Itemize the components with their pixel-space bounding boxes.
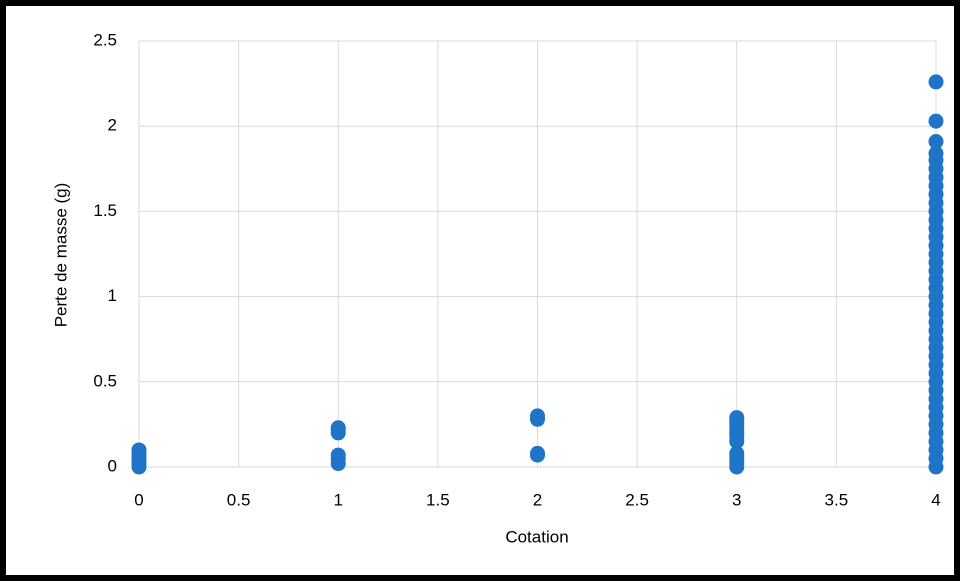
x-tick-label: 0 [134,490,143,509]
y-tick-label: 0 [108,456,117,475]
point [530,408,545,424]
y-tick-label: 1.5 [93,201,117,220]
x-tick-label: 1 [334,490,343,509]
point [131,442,147,458]
x-tick-label: 2.5 [625,490,649,509]
point [530,445,545,461]
y-tick-label: 2.5 [93,30,117,49]
point [330,447,346,463]
y-axis-title: Perte de masse (g) [51,183,70,328]
y-tick-label: 0.5 [93,371,117,390]
point [928,145,944,161]
y-tick-label: 1 [108,286,117,305]
y-tick-label: 2 [108,116,117,135]
x-tick-label: 1.5 [426,490,450,509]
point [928,134,944,150]
x-tick-label: 4 [931,490,940,509]
point [330,420,346,436]
point [928,113,944,129]
x-tick-label: 0.5 [227,490,251,509]
x-axis-title: Cotation [505,527,568,546]
point [729,445,745,461]
x-tick-label: 2 [533,490,542,509]
x-tick-label: 3.5 [825,490,849,509]
point [729,410,745,426]
point [928,74,944,90]
x-tick-label: 3 [732,490,741,509]
